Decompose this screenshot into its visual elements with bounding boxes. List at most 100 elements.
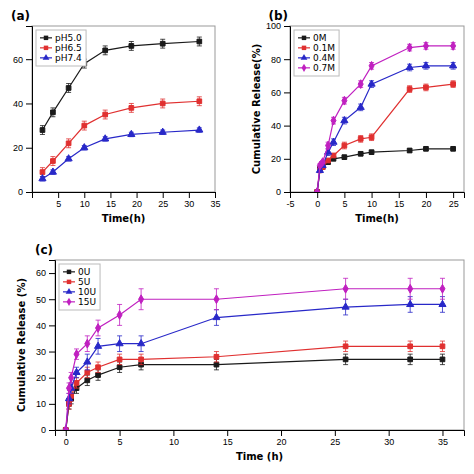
tick-label: 0 (315, 199, 320, 209)
line (317, 66, 453, 192)
marker (117, 357, 122, 362)
marker (358, 137, 363, 142)
tick-label: 25 (449, 199, 459, 209)
legend: 0M0.1M0.4M0.7M (294, 30, 339, 76)
tick-label: 30 (36, 347, 46, 357)
marker (103, 48, 108, 53)
plot-area (62, 278, 446, 430)
error-bar-cap (96, 354, 101, 355)
tick-label: 40 (271, 121, 281, 131)
error-bar-cap (197, 45, 202, 46)
error-bar-cap (85, 369, 90, 370)
tick: 35 (438, 430, 448, 447)
tick-mark (26, 59, 32, 60)
legend-marker (44, 36, 48, 40)
error-bar-cap (117, 372, 122, 373)
error-bar (129, 103, 134, 112)
series (314, 62, 457, 192)
marker (326, 141, 331, 150)
tick: 60 (13, 55, 32, 65)
marker (84, 358, 91, 364)
tick-mark (26, 148, 32, 149)
error-bar-cap (326, 155, 331, 156)
tick-label: 60 (36, 268, 46, 278)
tick-mark (49, 299, 55, 300)
error-bar (103, 110, 108, 119)
tick: 20 (132, 192, 142, 209)
error-bar-cap (103, 45, 108, 46)
marker (69, 373, 74, 382)
marker (342, 155, 347, 160)
marker (65, 155, 72, 161)
tick-label: 20 (271, 154, 281, 164)
marker (129, 106, 134, 111)
error-bar-cap (214, 309, 219, 310)
marker (85, 378, 90, 383)
tick: 15 (106, 192, 116, 209)
marker (160, 101, 165, 106)
error-bar-cap (440, 351, 445, 352)
error-bar (96, 362, 101, 372)
tick-label: 0 (64, 437, 69, 447)
error-bar (139, 289, 144, 310)
marker (196, 126, 203, 132)
error-bar (82, 121, 87, 130)
error-bar-cap (197, 37, 202, 38)
error-bar-cap (451, 87, 456, 88)
tick-mark (84, 192, 85, 198)
marker (369, 150, 374, 155)
error-bar-cap (451, 80, 456, 81)
tick-mark (284, 92, 290, 93)
legend-label: 0M (313, 33, 327, 43)
tick-mark (26, 103, 32, 104)
error-bar (66, 84, 71, 93)
tick: 15 (394, 192, 404, 209)
panel: 051015202530350102030405060Time (h)Cumul… (16, 243, 465, 462)
error-bar-cap (214, 351, 219, 352)
tick-label: 20 (13, 143, 23, 153)
error-bar (343, 341, 348, 351)
error-bar-cap (214, 362, 219, 363)
line (66, 304, 443, 430)
error-bar (160, 99, 165, 108)
tick: 40 (13, 99, 32, 109)
error-bar (214, 289, 219, 310)
tick-label: 40 (13, 99, 23, 109)
tick-label: 35 (210, 199, 220, 209)
error-bar-cap (342, 142, 347, 143)
error-bar-cap (74, 393, 79, 394)
error-bar-cap (103, 118, 108, 119)
error-bar-cap (343, 364, 348, 365)
error-bar-cap (40, 125, 45, 126)
error-bar-cap (440, 364, 445, 365)
line (66, 289, 443, 430)
marker (94, 342, 101, 348)
tick-label: 15 (223, 437, 233, 447)
tick: 20 (421, 192, 431, 209)
legend-label: 0.1M (313, 43, 335, 53)
legend-marker (43, 54, 50, 60)
panel-label: (b) (268, 9, 288, 23)
legend-marker (301, 54, 308, 60)
error-bar (103, 46, 108, 55)
marker (51, 110, 56, 115)
tick-mark (49, 273, 55, 274)
tick-mark (120, 430, 121, 436)
x-axis: -50510152025 (286, 192, 464, 209)
marker (451, 146, 456, 151)
error-bar-cap (358, 135, 363, 136)
error-bar-cap (440, 341, 445, 342)
error-bar-cap (197, 105, 202, 106)
tick-mark (389, 430, 390, 436)
tick-mark (58, 192, 59, 198)
tick: 60 (36, 268, 55, 278)
tick: -5 (286, 192, 294, 209)
marker (85, 370, 90, 375)
tick-label: 10 (169, 437, 179, 447)
marker (49, 168, 56, 174)
tick: 10 (80, 192, 90, 209)
marker (451, 82, 456, 87)
legend-box (294, 30, 339, 76)
y-axis: 0102030405060 (36, 261, 56, 436)
panel: 51015202530350204060Time(h)(a)pH5.0pH6.5… (11, 9, 221, 224)
